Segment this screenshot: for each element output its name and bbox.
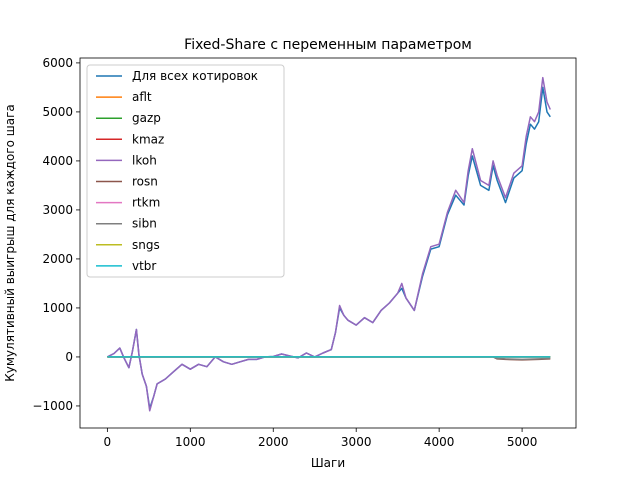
x-tick-label: 3000 (341, 435, 372, 449)
series-layer (107, 76, 551, 412)
x-tick-label: 1000 (175, 435, 206, 449)
y-tick-label: 6000 (42, 56, 73, 70)
plot-frame (79, 57, 577, 429)
x-axis: 0 1000 2000 3000 4000 5000 (104, 428, 538, 449)
y-tick-label: −1000 (32, 399, 73, 413)
y-tick-label: 1000 (42, 301, 73, 315)
x-tick-label: 4000 (424, 435, 455, 449)
y-tick-label: 4000 (42, 154, 73, 168)
legend-label-7: sibn (132, 217, 157, 231)
y-axis-label: Кумулятивный выигрыш для каждого шага (3, 104, 17, 382)
legend-label-5: rosn (132, 175, 158, 189)
legend: Для всех котировок aflt gazp kmaz lkoh rosn rt… (86, 64, 285, 278)
x-tick-label: 5000 (507, 435, 538, 449)
legend-label-2: gazp (132, 111, 161, 125)
x-tick-label: 2000 (258, 435, 289, 449)
legend-label-6: rtkm (132, 196, 160, 210)
y-tick-label: 2000 (42, 252, 73, 266)
y-tick-label: 3000 (42, 203, 73, 217)
legend-label-4: lkoh (132, 153, 157, 167)
legend-label-0: Для всех котировок (132, 69, 258, 83)
x-axis-label: Шаги (311, 456, 345, 470)
y-tick-label: 0 (65, 350, 73, 364)
legend-label-1: aflt (132, 90, 152, 104)
legend-label-8: sngs (132, 238, 160, 252)
legend-label-9: vtbr (132, 259, 156, 273)
x-tick-label: 0 (104, 435, 112, 449)
chart-title: Fixed-Share с переменным параметром (184, 37, 472, 53)
legend-box (86, 64, 285, 278)
y-axis: −1000 0 1000 2000 3000 4000 5000 6000 (32, 56, 80, 413)
legend-label-3: kmaz (132, 132, 164, 146)
y-tick-label: 5000 (42, 105, 73, 119)
series-line-4 (107, 76, 551, 412)
